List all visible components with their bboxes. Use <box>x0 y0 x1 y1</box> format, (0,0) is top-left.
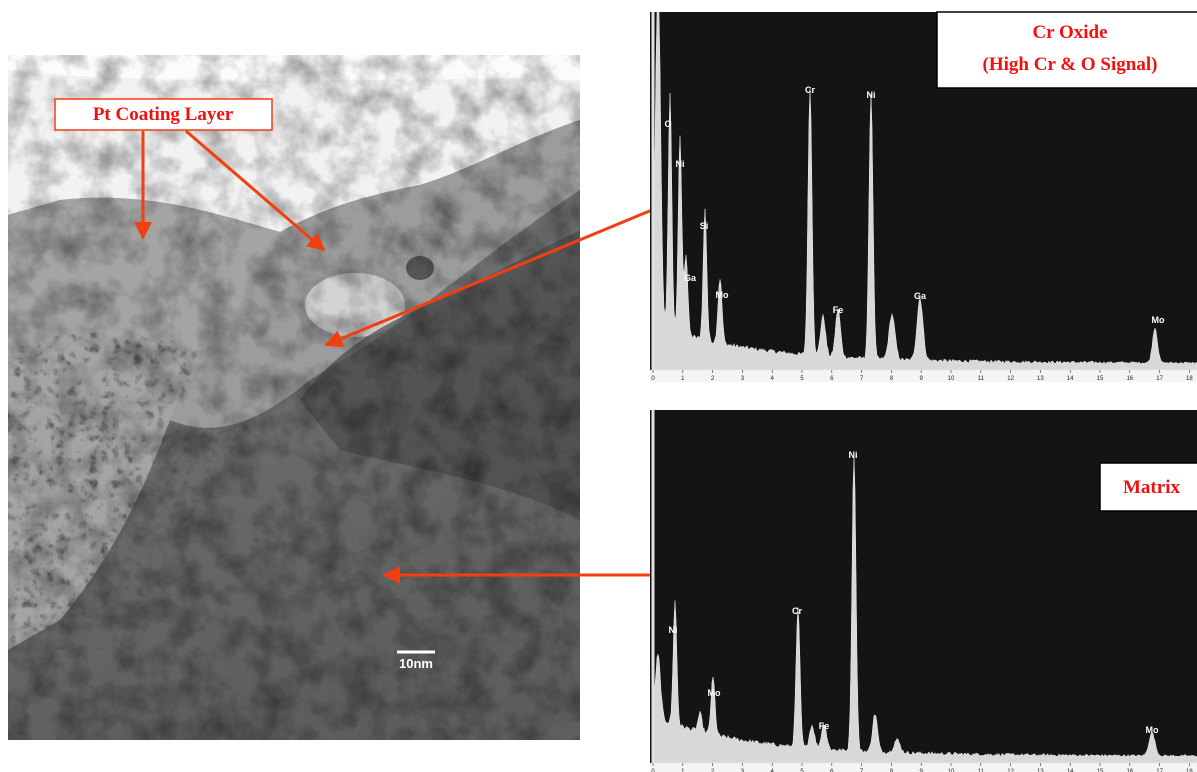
peak-label: Si <box>700 221 709 231</box>
peak-label: Ga <box>914 291 927 301</box>
peak-label: Ni <box>669 625 678 635</box>
x-tick-label: 17 <box>1156 376 1163 382</box>
x-tick-label: 15 <box>1097 376 1104 382</box>
spectrum-title: Cr Oxide <box>1032 22 1107 43</box>
axis-strip <box>650 370 1197 382</box>
axis-strip <box>650 763 1197 772</box>
page: 10nm Pt Coating Layer 012345678910111213… <box>0 0 1197 772</box>
peak-label: Cr <box>805 85 815 95</box>
peak-label: Cr <box>792 606 802 616</box>
peak-label: Ni <box>849 450 858 460</box>
peak-label: Ni <box>676 159 685 169</box>
x-tick-label: 11 <box>978 376 985 382</box>
peak-label: Ga <box>684 273 697 283</box>
figure: 10nm Pt Coating Layer 012345678910111213… <box>0 0 1197 772</box>
spectrum-title: Matrix <box>1123 477 1180 498</box>
peak-label: Mo <box>1152 315 1165 325</box>
peak-label: Mo <box>716 290 729 300</box>
x-tick-label: 10 <box>948 376 955 382</box>
spectrum-title: (High Cr & O Signal) <box>983 54 1158 75</box>
scale-bar-label: 10nm <box>399 656 433 671</box>
peak-label: Mo <box>1146 725 1159 735</box>
x-tick-label: 14 <box>1067 376 1074 382</box>
x-tick-label: 12 <box>1007 376 1014 382</box>
peak-label: Ni <box>867 90 876 100</box>
tem-image: 10nm <box>8 55 580 740</box>
peak-label: Fe <box>833 305 844 315</box>
peak-label: Fe <box>819 721 830 731</box>
x-tick-label: 13 <box>1037 376 1044 382</box>
x-tick-label: 16 <box>1126 376 1133 382</box>
peak-label: Mo <box>708 688 721 698</box>
coating-label: Pt Coating Layer <box>93 104 234 125</box>
peak-label: O <box>664 119 671 129</box>
x-tick-label: 18 <box>1186 376 1193 382</box>
